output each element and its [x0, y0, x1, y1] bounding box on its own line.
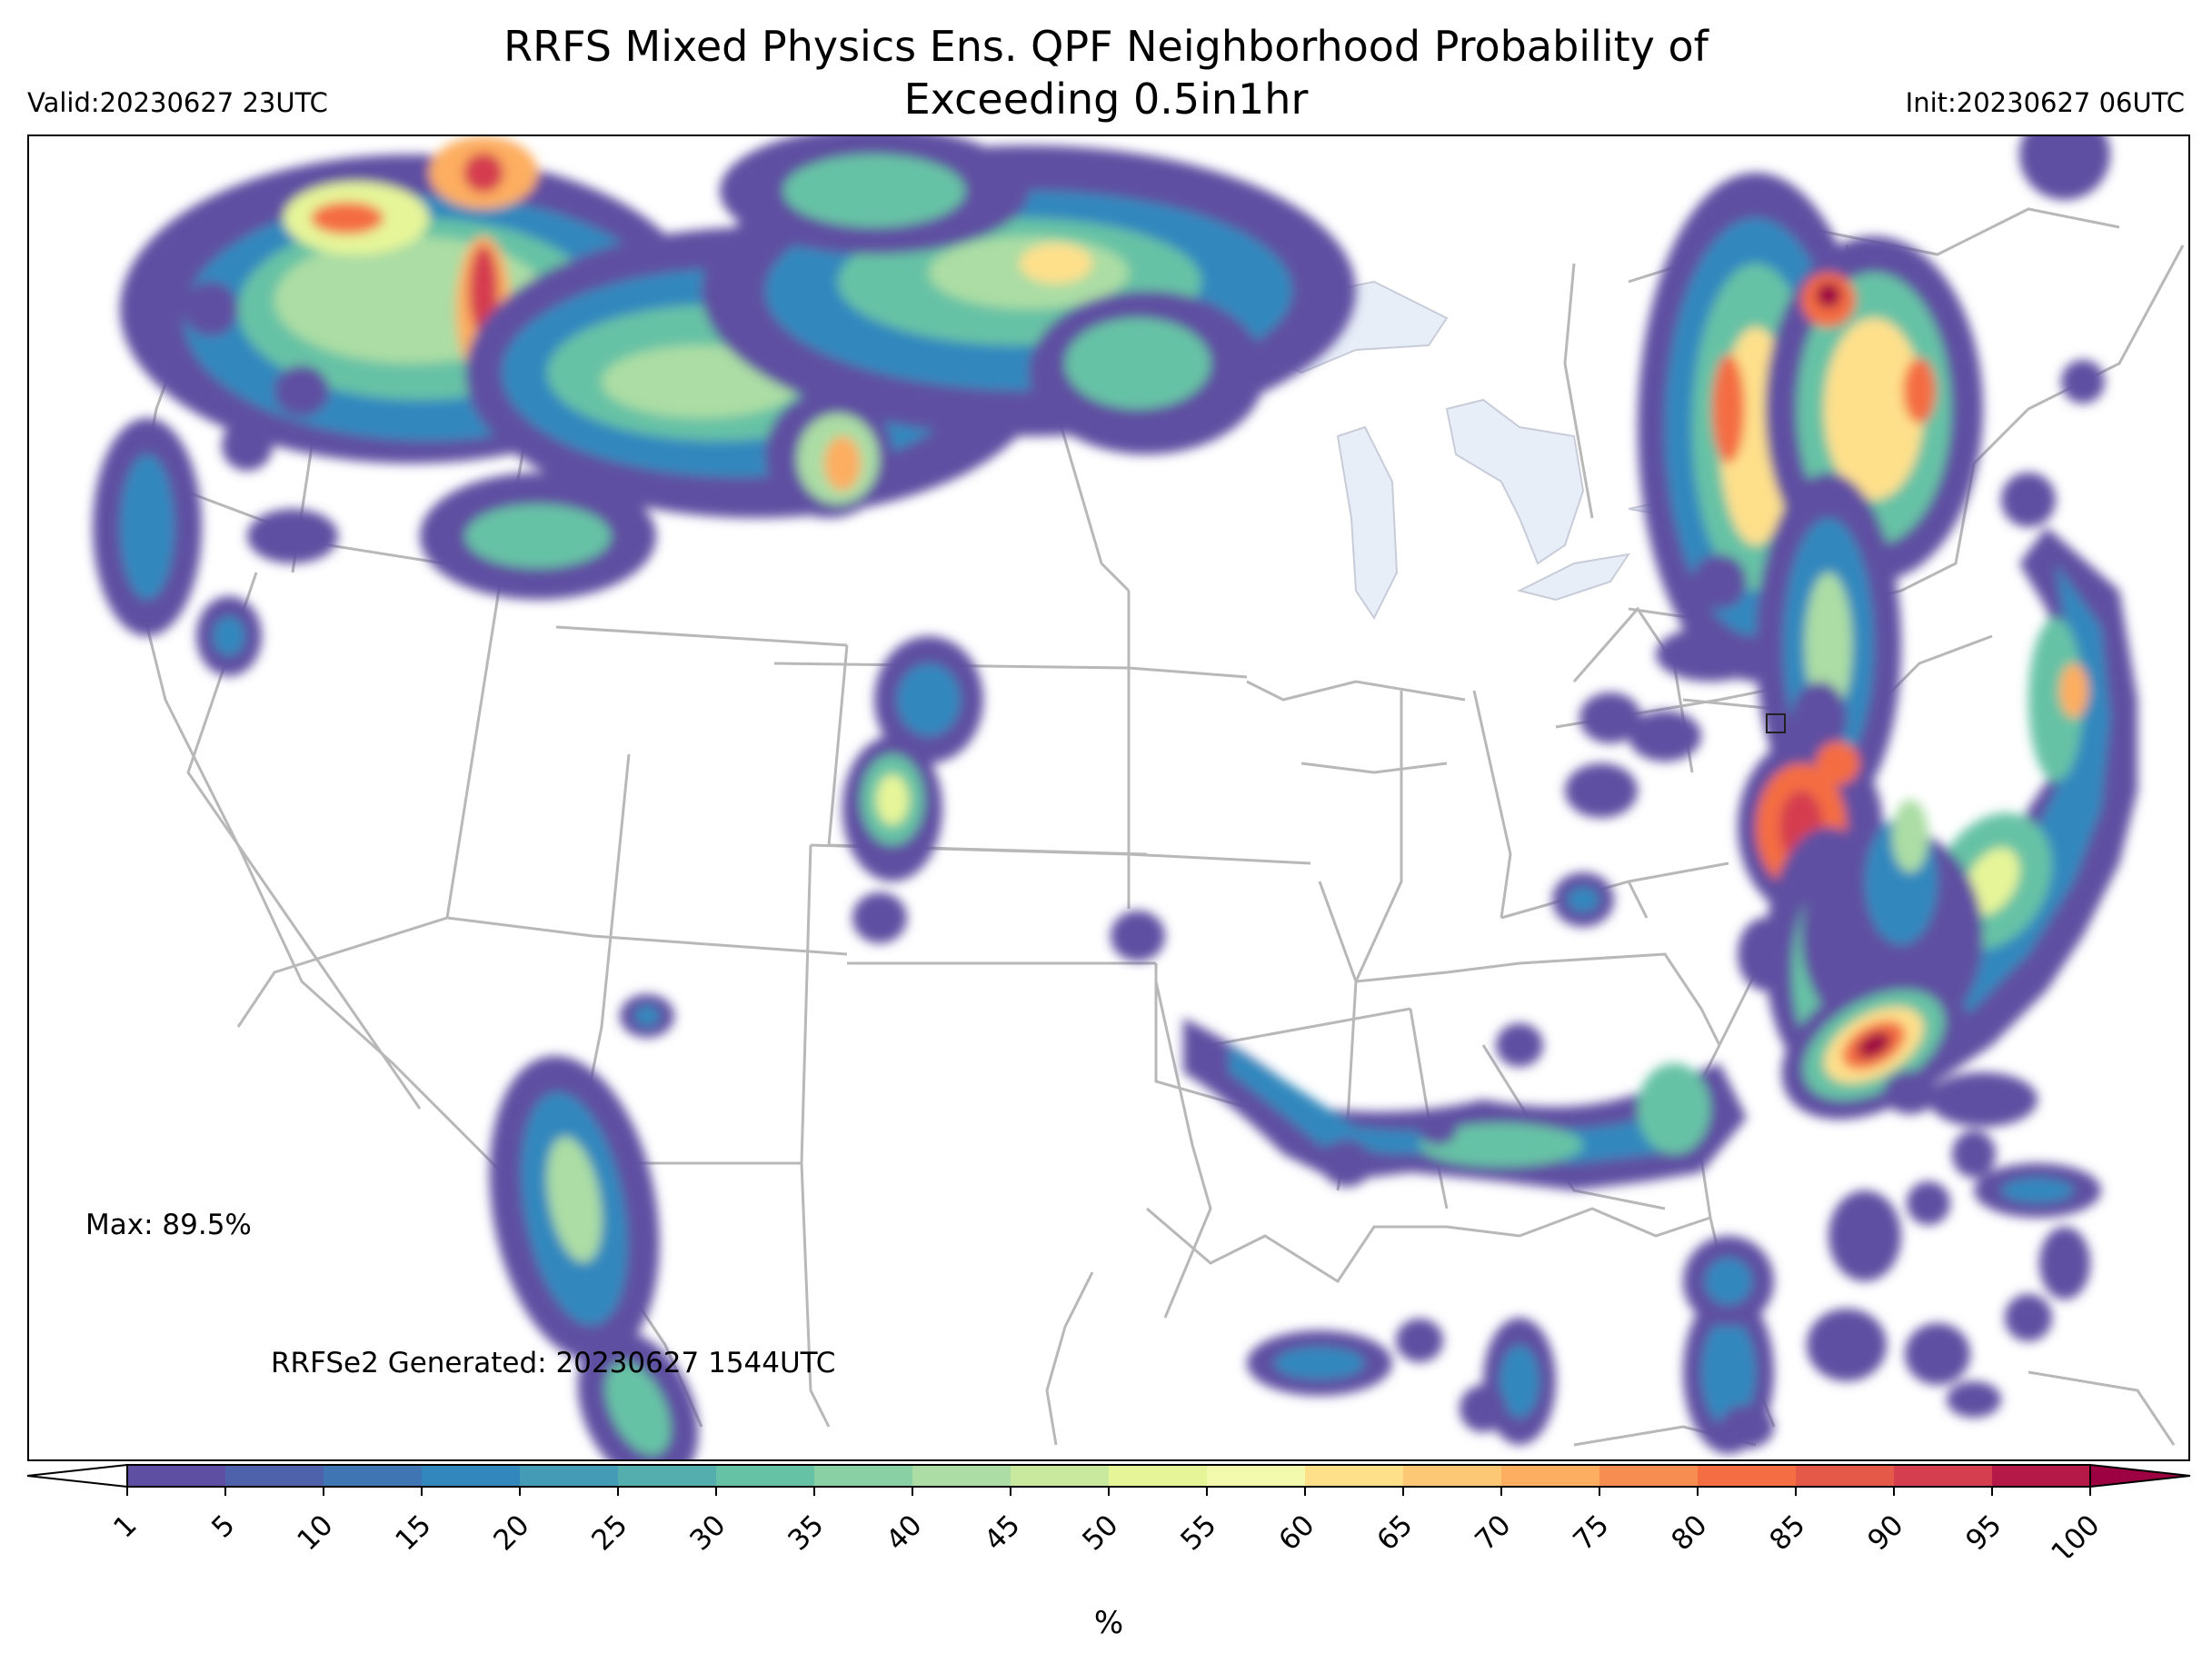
- colorbar-tick-label: 30: [683, 1509, 732, 1557]
- init-time: Init:20230627 06UTC: [1905, 87, 2185, 118]
- colorbar-tick-label: 100: [2045, 1509, 2106, 1558]
- colorbar-under-extension: [26, 1463, 128, 1489]
- colorbar-tick-label: 10: [291, 1509, 339, 1557]
- probability-field: [93, 136, 2137, 1459]
- max-label: Max: 89.5%: [85, 1209, 252, 1241]
- colorbar-tick-label: 75: [1567, 1509, 1615, 1557]
- colorbar-segment: [1109, 1465, 1208, 1487]
- colorbar-segment: [127, 1465, 226, 1487]
- valid-time: Valid:20230627 23UTC: [27, 87, 328, 118]
- colorbar-over-extension: [2089, 1463, 2191, 1489]
- colorbar-tick-label: 20: [487, 1509, 535, 1557]
- colorbar-tick-label: 15: [389, 1509, 437, 1557]
- colorbar-unit: %: [1093, 1605, 1124, 1641]
- colorbar-graphic: 1 5 10 15 20 25 30 35 40 45 50 55 60 65 70 75 80 85 90 95 10…: [26, 1463, 2191, 1569]
- colorbar-tick-label: 1: [107, 1509, 143, 1544]
- colorbar-segment: [1894, 1465, 1993, 1487]
- colorbar-tick-label: 95: [1959, 1509, 2008, 1557]
- colorbar-segment: [1992, 1465, 2091, 1487]
- colorbar-tick-label: 70: [1469, 1509, 1517, 1557]
- colorbar-tick-label: 85: [1763, 1509, 1811, 1557]
- colorbar-tick-label: 40: [880, 1509, 928, 1557]
- colorbar-segment: [1796, 1465, 1895, 1487]
- colorbar-segment: [1501, 1465, 1600, 1487]
- colorbar-tick-label: 65: [1370, 1509, 1419, 1557]
- colorbar-segment: [814, 1465, 913, 1487]
- colorbar-segment: [1305, 1465, 1404, 1487]
- blob-west-coast-small: [93, 282, 338, 676]
- colorbar-tick-label: 90: [1861, 1509, 1909, 1557]
- colorbar-tick-label: 60: [1272, 1509, 1320, 1557]
- title-line-2: Exceeding 0.5in1hr: [903, 75, 1309, 124]
- plot-title: RRFS Mixed Physics Ens. QPF Neighborhood…: [0, 20, 2212, 125]
- location-marker: [1766, 713, 1786, 733]
- colorbar-segment: [422, 1465, 521, 1487]
- blob-north-central: [702, 136, 1356, 454]
- blob-baja-sierra-madre: [489, 1055, 699, 1459]
- colorbar-tick-label: 80: [1665, 1509, 1713, 1557]
- colorbar-segment: [520, 1465, 619, 1487]
- blob-gulf-coast: [1183, 1018, 1747, 1190]
- colorbar-segment: [1207, 1465, 1306, 1487]
- colorbar-segment: [1011, 1465, 1110, 1487]
- colorbar-segment: [1698, 1465, 1797, 1487]
- colorbar-segment: [225, 1465, 324, 1487]
- colorbar-tick-label: 25: [585, 1509, 633, 1557]
- colorbar-segment: [912, 1465, 1011, 1487]
- generated-label: RRFSe2 Generated: 20230627 1544UTC: [271, 1347, 836, 1379]
- colorbar-tick-label: 45: [978, 1509, 1026, 1557]
- probability-map: [93, 136, 2185, 1459]
- colorbar-segment: [1403, 1465, 1502, 1487]
- blob-central-plains: [620, 636, 1165, 1038]
- colorbar-segment: [618, 1465, 717, 1487]
- colorbar-tick-label: 5: [205, 1509, 241, 1544]
- colorbar-segment: [324, 1465, 423, 1487]
- title-line-1: RRFS Mixed Physics Ens. QPF Neighborhood…: [503, 22, 1709, 71]
- colorbar-segment: [1599, 1465, 1699, 1487]
- colorbar-segment: [716, 1465, 815, 1487]
- colorbar-tick-label: 55: [1174, 1509, 1222, 1557]
- colorbar: 1 5 10 15 20 25 30 35 40 45 50 55 60 65 70 75 80 85 90 95 10…: [0, 1458, 2212, 1569]
- colorbar-tick-label: 35: [782, 1509, 830, 1557]
- colorbar-tick-label: 50: [1076, 1509, 1124, 1557]
- map-panel[interactable]: [27, 134, 2190, 1461]
- blob-atlantic: [1781, 527, 2137, 1418]
